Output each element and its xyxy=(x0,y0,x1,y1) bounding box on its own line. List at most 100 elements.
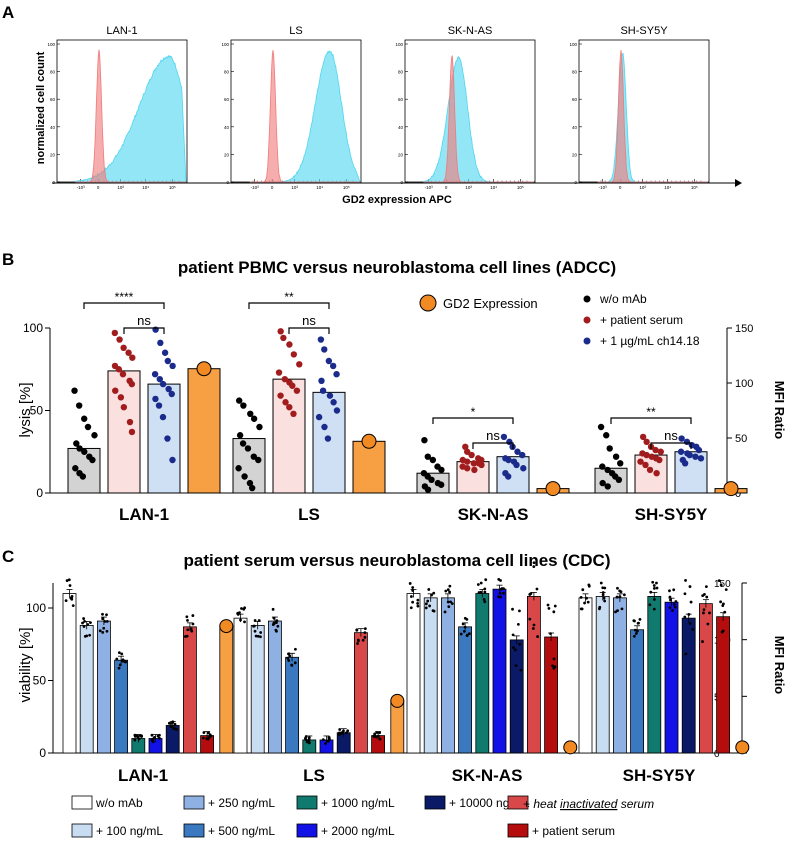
data-point xyxy=(175,727,178,731)
data-point xyxy=(618,595,622,599)
data-point xyxy=(552,610,556,614)
data-point xyxy=(191,614,195,617)
y-tick-label: 100 xyxy=(23,321,43,335)
data-point xyxy=(296,361,303,368)
x-tick-label: 0 xyxy=(271,185,274,190)
category-label: LAN-1 xyxy=(118,766,168,785)
legend-dot xyxy=(583,295,591,303)
data-point xyxy=(532,561,536,565)
data-point xyxy=(514,664,518,668)
data-point xyxy=(448,590,451,594)
y2-tick-label: 100 xyxy=(735,378,753,390)
data-point xyxy=(450,602,454,606)
data-point xyxy=(519,451,526,459)
significance-label-lower: ns xyxy=(137,313,151,328)
data-point xyxy=(253,619,257,622)
data-point xyxy=(140,734,143,738)
bar-series-4 xyxy=(475,593,490,754)
data-point xyxy=(151,371,159,378)
histogram-sk-n-as: SK-N-AS 0 20 40 60 80 100 -10³ 0 10³ 10⁴ 10⁵ xyxy=(395,25,536,190)
data-point xyxy=(324,742,328,745)
legend-label: + 100 ng/mL xyxy=(96,824,163,838)
data-point xyxy=(612,453,620,460)
panel-c-y2label: MFI Ratio xyxy=(772,636,787,695)
data-point xyxy=(356,642,359,645)
significance-bracket-upper xyxy=(83,302,165,309)
data-point xyxy=(81,448,88,455)
data-point xyxy=(504,473,512,480)
legend-swatch xyxy=(507,823,529,838)
data-point xyxy=(424,486,432,493)
data-point xyxy=(684,579,687,582)
bar-series-2 xyxy=(440,597,455,754)
y-tick-label: 100 xyxy=(26,601,46,615)
data-point xyxy=(692,453,699,460)
data-point xyxy=(164,435,171,442)
bar-series-7 xyxy=(182,626,197,754)
data-point xyxy=(421,437,428,444)
panel-b-y2label: MFI Ratio xyxy=(772,381,787,440)
significance-label-lower: ns xyxy=(486,428,500,443)
data-point xyxy=(361,638,365,642)
data-point xyxy=(424,602,428,606)
data-point xyxy=(497,595,500,599)
histogram-title: LAN-1 xyxy=(106,25,137,37)
data-point xyxy=(528,617,532,621)
data-point xyxy=(687,613,691,616)
bar-series-1 xyxy=(423,597,438,754)
data-point xyxy=(257,619,261,622)
data-point xyxy=(79,473,87,480)
y2-tick-label: 50 xyxy=(735,433,747,445)
gd2-mfi-bar xyxy=(219,625,234,754)
data-point xyxy=(259,631,263,634)
data-point xyxy=(622,593,626,597)
data-point xyxy=(290,664,294,667)
data-point xyxy=(604,483,611,490)
data-point xyxy=(581,588,585,592)
data-point xyxy=(255,456,262,464)
data-point xyxy=(655,581,658,585)
data-point xyxy=(294,647,297,651)
data-point xyxy=(672,603,676,606)
gd2-mfi-marker xyxy=(735,740,750,755)
significance-bracket-lower xyxy=(472,442,514,449)
data-point xyxy=(152,395,159,403)
x-tick-label: 10⁴ xyxy=(664,185,671,190)
panel-b-legend: GD2 Expression w/o mAb + patient serum + 1 … xyxy=(419,292,700,348)
data-point xyxy=(208,735,211,739)
data-point xyxy=(252,624,256,628)
data-point xyxy=(446,600,450,604)
gd2-mfi-marker xyxy=(196,361,212,377)
y-tick-label: 20 xyxy=(50,152,56,157)
legend-swatch xyxy=(183,795,205,810)
panel-b-title: patient PBMC versus neuroblastoma cell l… xyxy=(178,258,616,277)
data-point xyxy=(275,619,279,623)
data-point xyxy=(254,634,258,638)
data-point xyxy=(169,362,176,370)
data-point xyxy=(326,739,330,743)
bar-series-0 xyxy=(233,617,248,754)
bar-series-6 xyxy=(509,639,524,754)
y-tick-label: 60 xyxy=(398,97,404,102)
legend-label: + 250 ng/mL xyxy=(208,796,275,810)
data-point xyxy=(169,456,176,464)
data-point xyxy=(638,618,642,621)
significance-label-lower: ns xyxy=(302,313,316,328)
group-sk-n-as: SK-N-AS * ns xyxy=(416,405,570,524)
data-point xyxy=(165,385,172,393)
data-point xyxy=(463,616,467,620)
data-point xyxy=(511,607,514,611)
data-point xyxy=(579,595,583,599)
legend-label: + 2000 ng/mL xyxy=(321,824,395,838)
data-point xyxy=(429,456,437,464)
legend-swatch xyxy=(71,795,93,810)
data-point xyxy=(446,588,450,592)
data-point xyxy=(325,357,333,365)
data-point xyxy=(444,589,448,593)
data-point xyxy=(357,639,360,643)
data-point xyxy=(293,387,301,394)
y2-tick-label: 150 xyxy=(735,323,753,335)
significance-label-upper: ** xyxy=(284,290,294,304)
data-point xyxy=(409,606,413,610)
data-point xyxy=(655,586,659,590)
